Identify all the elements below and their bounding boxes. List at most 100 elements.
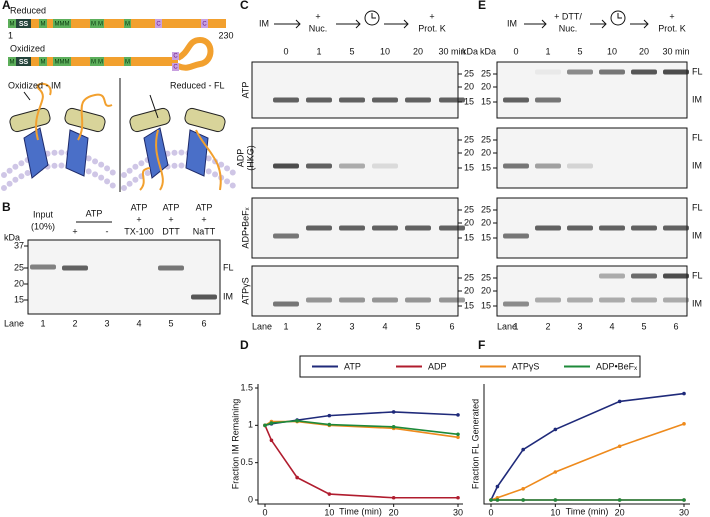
band-label: IM — [692, 160, 702, 170]
series-line — [490, 392, 685, 501]
mw-label: 25 — [481, 204, 491, 214]
time-label: 0 — [283, 46, 288, 56]
gel-band — [599, 225, 625, 231]
x-tick-label: 0 — [262, 507, 267, 517]
gel-band — [567, 163, 593, 169]
mw-label: 20 — [481, 217, 491, 227]
domain-label: M — [98, 60, 103, 66]
domain-label: C — [173, 65, 178, 71]
time-label: 0 — [513, 46, 518, 56]
data-point — [391, 410, 396, 414]
row-label: ADP — [235, 149, 245, 168]
gel-band — [567, 297, 593, 303]
gel-band — [535, 97, 561, 103]
domain-label: M — [125, 60, 130, 66]
data-point — [269, 438, 274, 443]
data-point — [553, 470, 558, 474]
lane-number: 5 — [168, 318, 173, 328]
lane-number: 2 — [316, 321, 321, 331]
data-point — [495, 484, 500, 489]
mw-label: 15 — [481, 96, 491, 106]
time-label: 10 — [607, 46, 617, 56]
data-point — [263, 423, 267, 428]
gel-band — [339, 97, 365, 103]
lane-number: 5 — [415, 321, 420, 331]
gel-band — [599, 273, 625, 279]
gel-band — [339, 297, 365, 303]
mw-label: 20 — [464, 81, 474, 91]
lane-number: 6 — [673, 321, 678, 331]
lane-number: 5 — [641, 321, 646, 331]
gel-band — [663, 69, 689, 75]
panel-a-art — [1, 19, 239, 192]
gel-band — [567, 225, 593, 231]
gel-band — [631, 297, 657, 303]
mw-label: 20 — [14, 278, 24, 288]
gel-band — [273, 163, 299, 169]
gel-band — [439, 225, 465, 231]
band-label: FL — [692, 270, 703, 280]
x-tick-label: 20 — [615, 507, 625, 517]
mw-label: 15 — [481, 300, 491, 310]
data-point — [295, 419, 299, 423]
construct-label: Reduced — [10, 5, 46, 15]
lane-number: 1 — [283, 321, 288, 331]
domain-label: C — [173, 54, 178, 60]
axis-line — [257, 384, 463, 505]
step-label: + — [315, 11, 320, 21]
gel-band — [306, 225, 332, 231]
step-label: IM — [507, 18, 517, 28]
gel-band — [439, 97, 465, 103]
lane-number: 4 — [136, 318, 141, 328]
y-tick-label: 0.5 — [240, 457, 253, 467]
data-point — [495, 498, 500, 502]
lane-title: Lane — [497, 321, 517, 331]
lane-number: 6 — [449, 321, 454, 331]
gel-band — [663, 225, 689, 231]
gel-band — [405, 297, 431, 303]
time-label: 5 — [577, 46, 582, 56]
step-label: + — [669, 11, 674, 21]
gel-band — [273, 97, 299, 103]
gel — [251, 265, 459, 317]
series-line — [264, 420, 459, 439]
gel-band — [535, 163, 561, 169]
gel-band — [339, 163, 365, 169]
gel-band — [503, 233, 529, 239]
gel-band — [306, 163, 332, 169]
data-point — [521, 447, 525, 452]
mw-label: 37 — [14, 240, 24, 250]
gel — [251, 61, 459, 119]
data-point — [682, 391, 686, 396]
gel-band — [599, 69, 625, 75]
domain-label: M — [10, 22, 15, 28]
time-label: 10 — [380, 46, 390, 56]
data-point — [553, 427, 558, 432]
mw-label: 20 — [481, 285, 491, 295]
domain-label: M — [10, 60, 15, 66]
panel-label: A — [2, 0, 11, 12]
step-label: + — [429, 11, 434, 21]
gel-band — [535, 225, 561, 231]
series-line — [264, 411, 459, 427]
residue-number: 1 — [8, 30, 13, 40]
gel-band — [372, 225, 398, 231]
gel-band — [439, 297, 465, 303]
gel-band — [405, 97, 431, 103]
x-tick-label: 30 — [453, 507, 463, 517]
construct-label: Oxidized — [10, 43, 45, 53]
time-label: 1 — [545, 46, 550, 56]
data-point — [617, 444, 622, 449]
condition-label: + — [136, 214, 141, 224]
data-point — [617, 498, 622, 502]
band-label: FL — [692, 202, 703, 212]
mw-label: 25 — [464, 272, 474, 282]
gel-band — [503, 301, 529, 307]
mw-label: 15 — [464, 96, 474, 106]
lane-number: 3 — [349, 321, 354, 331]
panel-label: E — [478, 0, 486, 12]
data-point — [391, 495, 396, 500]
y-tick-label: 0 — [248, 494, 253, 504]
mw-label: 25 — [481, 134, 491, 144]
lane-number: 1 — [513, 321, 518, 331]
